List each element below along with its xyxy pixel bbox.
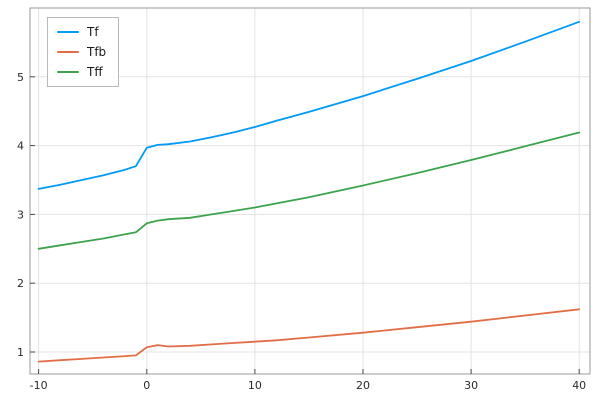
legend-swatch-tff [57, 71, 79, 73]
x-tick-label: -10 [30, 379, 48, 392]
legend-label-tff: Tff [87, 65, 103, 79]
y-tick-label: 3 [17, 208, 24, 221]
legend-swatch-tfb [57, 51, 79, 53]
series-line-tf [37, 20, 581, 190]
y-axis-ticks: 1 2 3 4 5 [17, 71, 35, 359]
x-tick-label: 20 [356, 379, 370, 392]
x-tick-label: 0 [143, 379, 150, 392]
series-line-tfb [37, 308, 581, 363]
legend-item-tff: Tff [57, 65, 106, 79]
y-tick-label: 1 [17, 346, 24, 359]
x-tick-label: 40 [572, 379, 586, 392]
x-tick-label: 10 [248, 379, 262, 392]
y-tick-label: 4 [17, 140, 24, 153]
plot-frame [29, 7, 591, 375]
legend-label-tfb: Tfb [87, 45, 107, 59]
legend-label-tf: Tf [87, 25, 99, 39]
gridlines [30, 8, 590, 374]
legend-swatch-tf [57, 31, 79, 33]
legend-item-tf: Tf [57, 25, 106, 39]
x-tick-label: 30 [464, 379, 478, 392]
x-axis-ticks: -10 0 10 20 30 40 [30, 369, 586, 392]
legend: Tf Tfb Tff [47, 17, 120, 87]
series-line-tff [37, 131, 581, 250]
y-tick-label: 5 [17, 71, 24, 84]
y-tick-label: 2 [17, 277, 24, 290]
legend-item-tfb: Tfb [57, 45, 106, 59]
